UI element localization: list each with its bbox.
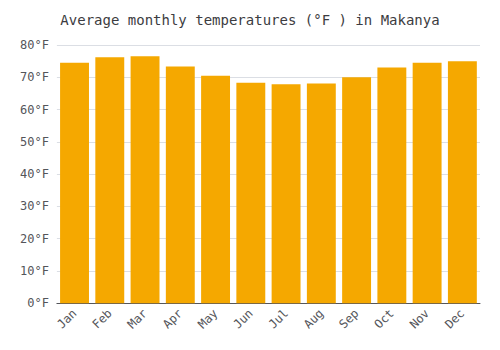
svg-text:Jan: Jan [54, 306, 79, 331]
svg-text:Sep: Sep [336, 306, 361, 331]
svg-text:Apr: Apr [160, 306, 185, 331]
svg-text:Mar: Mar [125, 306, 150, 331]
svg-text:Nov: Nov [407, 306, 432, 331]
svg-text:Average monthly temperatures (: Average monthly temperatures (°F ) in Ma… [60, 12, 439, 28]
svg-text:Feb: Feb [90, 306, 115, 331]
svg-text:60°F: 60°F [20, 103, 49, 117]
svg-text:10°F: 10°F [20, 264, 49, 278]
svg-text:70°F: 70°F [20, 70, 49, 84]
svg-text:20°F: 20°F [20, 232, 49, 246]
svg-text:Oct: Oct [372, 306, 397, 331]
svg-text:Aug: Aug [301, 306, 326, 331]
svg-text:30°F: 30°F [20, 199, 49, 213]
svg-text:50°F: 50°F [20, 135, 49, 149]
svg-text:80°F: 80°F [20, 38, 49, 52]
svg-text:Jun: Jun [231, 306, 256, 331]
svg-text:Dec: Dec [442, 306, 467, 331]
svg-text:May: May [195, 306, 220, 331]
svg-text:40°F: 40°F [20, 167, 49, 181]
svg-text:0°F: 0°F [27, 296, 49, 310]
svg-text:Jul: Jul [266, 306, 291, 331]
